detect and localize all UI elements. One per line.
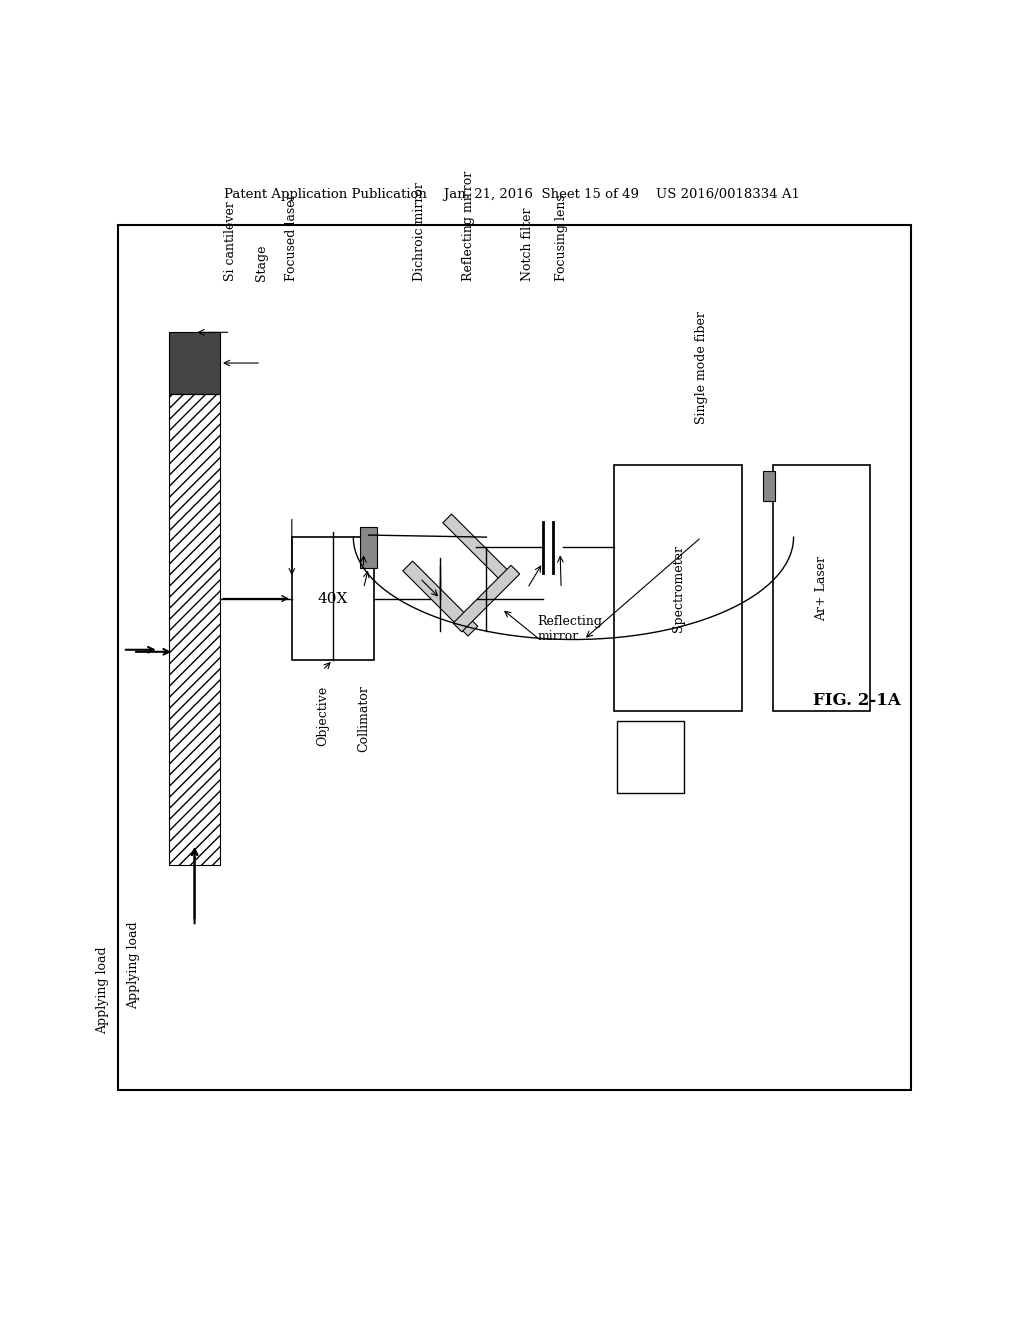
Text: Applying load: Applying load <box>127 921 139 1008</box>
Bar <box>763 470 775 502</box>
Text: FIG. 2-1A: FIG. 2-1A <box>813 693 901 709</box>
Text: 40X: 40X <box>317 591 348 606</box>
Bar <box>292 537 374 660</box>
Text: Notch filter: Notch filter <box>521 207 534 281</box>
Text: Stage: Stage <box>255 244 267 281</box>
Text: Collimator: Collimator <box>357 685 370 752</box>
Bar <box>169 393 220 865</box>
Bar <box>614 466 742 711</box>
Polygon shape <box>442 513 510 581</box>
Bar <box>360 527 377 568</box>
Text: Si cantilever: Si cantilever <box>224 201 237 281</box>
Text: Single mode fiber: Single mode fiber <box>695 312 708 425</box>
Text: Reflecting mirror: Reflecting mirror <box>463 170 475 281</box>
Text: Ar+ Laser: Ar+ Laser <box>815 556 828 620</box>
Text: Spectrometer: Spectrometer <box>672 545 685 632</box>
Text: Patent Application Publication    Jan. 21, 2016  Sheet 15 of 49    US 2016/00183: Patent Application Publication Jan. 21, … <box>224 187 800 201</box>
Text: Objective: Objective <box>316 685 329 746</box>
Bar <box>617 722 684 793</box>
Text: Dichroic mirror: Dichroic mirror <box>414 182 426 281</box>
Polygon shape <box>402 561 478 636</box>
Bar <box>118 224 911 1090</box>
Text: Focusing lens: Focusing lens <box>555 194 567 281</box>
Bar <box>773 466 870 711</box>
Text: Focused laser: Focused laser <box>286 194 298 281</box>
Bar <box>169 333 220 393</box>
Text: Reflecting
mirror: Reflecting mirror <box>538 615 602 643</box>
Text: Applying load: Applying load <box>96 946 109 1035</box>
Polygon shape <box>453 565 520 632</box>
